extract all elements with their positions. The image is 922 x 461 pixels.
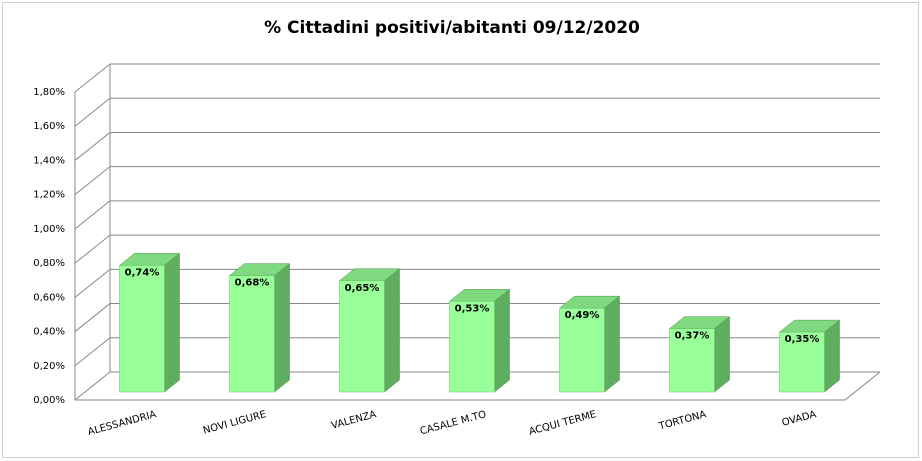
bar: [229, 275, 275, 393]
y-tick-label: 1,60%: [33, 121, 65, 132]
y-tick-label: 0,00%: [33, 395, 65, 406]
value-label: 0,68%: [235, 278, 270, 289]
y-tick-label: 0,40%: [33, 327, 65, 338]
bar: [449, 301, 495, 393]
bar: [779, 331, 825, 393]
y-tick-label: 1,40%: [33, 155, 65, 166]
value-label: 0,74%: [125, 267, 160, 278]
value-label: 0,53%: [455, 303, 490, 314]
y-tick-label: 0,60%: [33, 292, 65, 303]
y-tick-label: 1,20%: [33, 190, 65, 201]
bar-side: [714, 316, 730, 393]
grid-line: [74, 371, 880, 401]
bar: [559, 307, 605, 393]
bar: [669, 328, 715, 393]
floor-edge: [75, 371, 881, 401]
bar: [339, 280, 385, 393]
y-tick-label: 1,00%: [33, 224, 65, 235]
grid-line: [74, 268, 880, 298]
value-label: 0,35%: [785, 334, 820, 345]
grid-line: [74, 63, 880, 93]
y-tick-label: 0,20%: [33, 361, 65, 372]
bar-side: [824, 319, 840, 393]
bar-side: [604, 295, 620, 393]
grid-line: [74, 131, 880, 161]
left-wall-edge: [74, 64, 111, 400]
y-tick-label: 1,80%: [33, 87, 65, 98]
value-label: 0,65%: [345, 283, 380, 294]
grid-line: [74, 337, 880, 367]
value-label: 0,49%: [565, 310, 600, 321]
grid-line: [74, 166, 880, 196]
bar-side: [494, 288, 510, 393]
bar-side: [384, 268, 400, 393]
bar: [119, 265, 165, 393]
grid-line: [74, 303, 880, 332]
bar-side: [274, 263, 290, 393]
grid-line: [74, 97, 880, 127]
y-tick-label: 0,80%: [33, 258, 65, 269]
value-label: 0,37%: [675, 331, 710, 342]
grid-line: [74, 200, 880, 230]
bar-side: [164, 252, 180, 393]
grid-line: [74, 234, 880, 264]
chart-title: % Cittadini positivi/abitanti 09/12/2020: [264, 18, 640, 38]
